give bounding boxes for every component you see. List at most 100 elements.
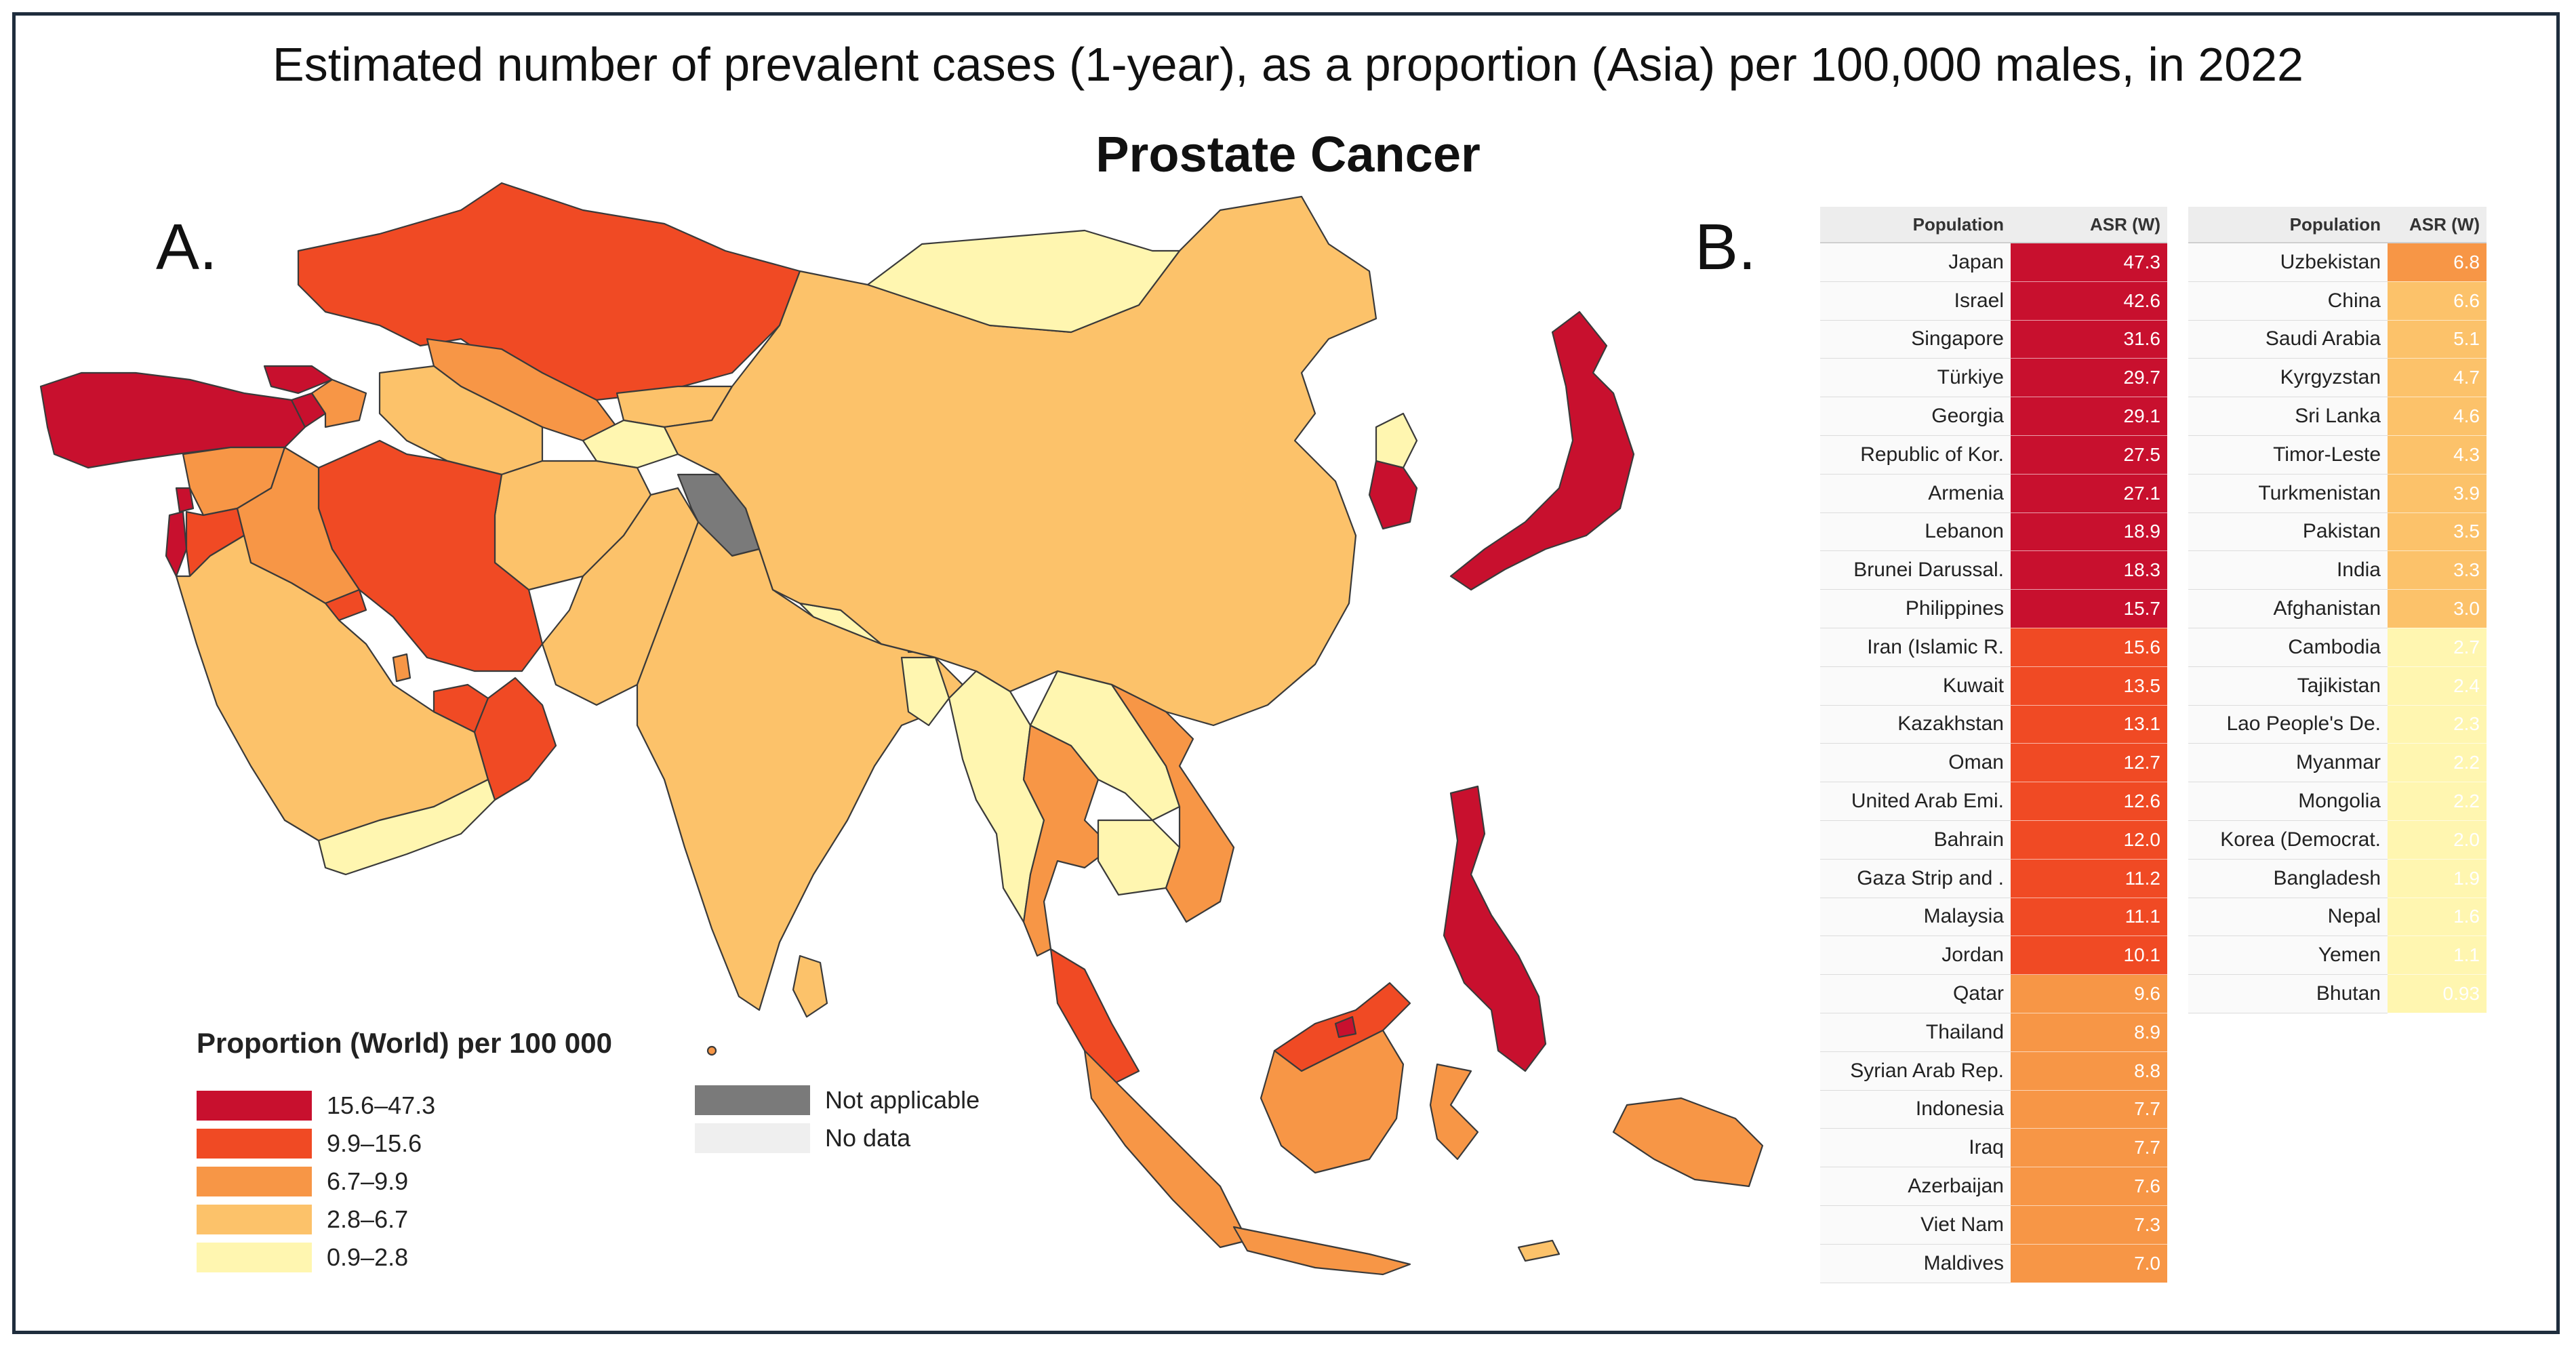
population-cell: Bhutan (2188, 974, 2388, 1013)
map-mongolia (866, 229, 1181, 334)
population-cell: Korea (Democrat. (2188, 820, 2388, 860)
table-row: Tajikistan 2.4 (2188, 666, 2487, 706)
map-legend-other: Not applicable No data (695, 1081, 980, 1157)
legend-swatch (197, 1205, 312, 1234)
asr-value-cell: 47.3 (2011, 243, 2167, 282)
legend-swatch (197, 1129, 312, 1159)
population-cell: Malaysia (1820, 898, 2011, 937)
header-asr: ASR (W) (2388, 207, 2487, 243)
asr-value-cell: 2.0 (2388, 820, 2487, 860)
map-indonesia-borneo (1260, 1029, 1405, 1174)
population-cell: Republic of Kor. (1820, 435, 2011, 475)
population-cell: Thailand (1820, 1013, 2011, 1052)
population-cell: Bangladesh (2188, 859, 2388, 898)
population-cell: Georgia (1820, 397, 2011, 436)
population-cell: Japan (1820, 243, 2011, 282)
legend-swatch (695, 1085, 810, 1115)
map-israel (165, 510, 188, 578)
asr-value-cell: 5.1 (2388, 320, 2487, 359)
map-indonesia-sumatra (1083, 1049, 1249, 1249)
map-north-korea (1375, 412, 1418, 469)
map-south-korea (1368, 460, 1418, 530)
population-cell: Syrian Arab Rep. (1820, 1051, 2011, 1091)
table-row: Afghanistan 3.0 (2188, 589, 2487, 628)
population-cell: Saudi Arabia (2188, 320, 2388, 359)
map-brunei (1334, 1015, 1357, 1039)
population-cell: Jordan (1820, 935, 2011, 975)
asr-value-cell: 7.6 (2011, 1167, 2167, 1206)
map-azerbaijan (310, 378, 367, 428)
table-row: Lebanon 18.9 (1820, 512, 2167, 552)
table-row: Maldives 7.0 (1820, 1244, 2167, 1283)
legend-label: 6.7–9.9 (327, 1167, 409, 1195)
population-cell: Kazakhstan (1820, 705, 2011, 744)
table-row: Philippines 15.7 (1820, 589, 2167, 628)
asr-value-cell: 7.7 (2011, 1090, 2167, 1129)
map-oman (473, 677, 557, 801)
table-row: Turkmenistan 3.9 (2188, 474, 2487, 513)
asr-value-cell: 2.4 (2388, 666, 2487, 706)
asr-value-cell: 8.8 (2011, 1051, 2167, 1091)
population-cell: Qatar (1820, 974, 2011, 1013)
population-cell: Azerbaijan (1820, 1167, 2011, 1206)
population-cell: United Arab Emi. (1820, 782, 2011, 821)
population-cell: Türkiye (1820, 358, 2011, 398)
asr-value-cell: 15.6 (2011, 628, 2167, 667)
map-legend: Proportion (World) per 100 000 15.6–47.3… (197, 1027, 612, 1276)
table-row: Brunei Darussal. 18.3 (1820, 550, 2167, 590)
table-row: Pakistan 3.5 (2188, 512, 2487, 552)
legend-swatch (695, 1123, 810, 1153)
asr-value-cell: 4.6 (2388, 397, 2487, 436)
asr-value-cell: 31.6 (2011, 320, 2167, 359)
map-viet-nam (1110, 683, 1235, 923)
table-row: Kazakhstan 13.1 (1820, 705, 2167, 744)
population-cell: Viet Nam (1820, 1205, 2011, 1245)
table-row: Georgia 29.1 (1820, 397, 2167, 436)
table-row: Oman 12.7 (1820, 743, 2167, 783)
population-cell: Maldives (1820, 1244, 2011, 1283)
population-cell: Indonesia (1820, 1090, 2011, 1129)
map-maldives (706, 1045, 717, 1056)
population-cell: India (2188, 550, 2388, 590)
asr-value-cell: 4.3 (2388, 435, 2487, 475)
legend-other-item: No data (695, 1119, 980, 1157)
table-row: Kyrgyzstan 4.7 (2188, 358, 2487, 398)
table-row: Sri Lanka 4.6 (2188, 397, 2487, 436)
asr-value-cell: 8.9 (2011, 1013, 2167, 1052)
table-row: Bhutan 0.93 (2188, 974, 2487, 1013)
table-row: Kuwait 13.5 (1820, 666, 2167, 706)
map-indonesia-java (1232, 1226, 1411, 1276)
population-cell: Cambodia (2188, 628, 2388, 667)
table-row: Singapore 31.6 (1820, 320, 2167, 359)
asr-value-cell: 2.2 (2388, 782, 2487, 821)
table-row: Uzbekistan 6.8 (2188, 243, 2487, 282)
table-row: Israel 42.6 (1820, 281, 2167, 321)
population-cell: Brunei Darussal. (1820, 550, 2011, 590)
asr-value-cell: 18.3 (2011, 550, 2167, 590)
table-row: Malaysia 11.1 (1820, 898, 2167, 937)
asr-value-cell: 10.1 (2011, 935, 2167, 975)
table-row: Korea (Democrat. 2.0 (2188, 820, 2487, 860)
map-kazakhstan (297, 182, 801, 401)
asr-value-cell: 2.7 (2388, 628, 2487, 667)
panel-label-b: B. (1695, 211, 1756, 283)
legend-label: Not applicable (825, 1086, 980, 1114)
asr-value-cell: 12.7 (2011, 743, 2167, 783)
asr-value-cell: 18.9 (2011, 512, 2167, 552)
table-row: Cambodia 2.7 (2188, 628, 2487, 667)
map-lebanon (175, 487, 195, 513)
legend-label: 0.9–2.8 (327, 1243, 409, 1271)
table-row: Gaza Strip and . 11.2 (1820, 859, 2167, 898)
table-row: Lao People's De. 2.3 (2188, 705, 2487, 744)
figure-frame (12, 12, 2560, 1334)
table-row: Timor-Leste 4.3 (2188, 435, 2487, 475)
table-row: Saudi Arabia 5.1 (2188, 320, 2487, 359)
legend-bin: 2.8–6.7 (197, 1201, 612, 1239)
population-cell: Turkmenistan (2188, 474, 2388, 513)
legend-label: 9.9–15.6 (327, 1129, 422, 1157)
asr-value-cell: 0.93 (2388, 974, 2487, 1013)
legend-swatch (197, 1167, 312, 1196)
figure-subtitle: Prostate Cancer (1095, 126, 1481, 182)
asr-value-cell: 3.3 (2388, 550, 2487, 590)
population-cell: Uzbekistan (2188, 243, 2388, 282)
